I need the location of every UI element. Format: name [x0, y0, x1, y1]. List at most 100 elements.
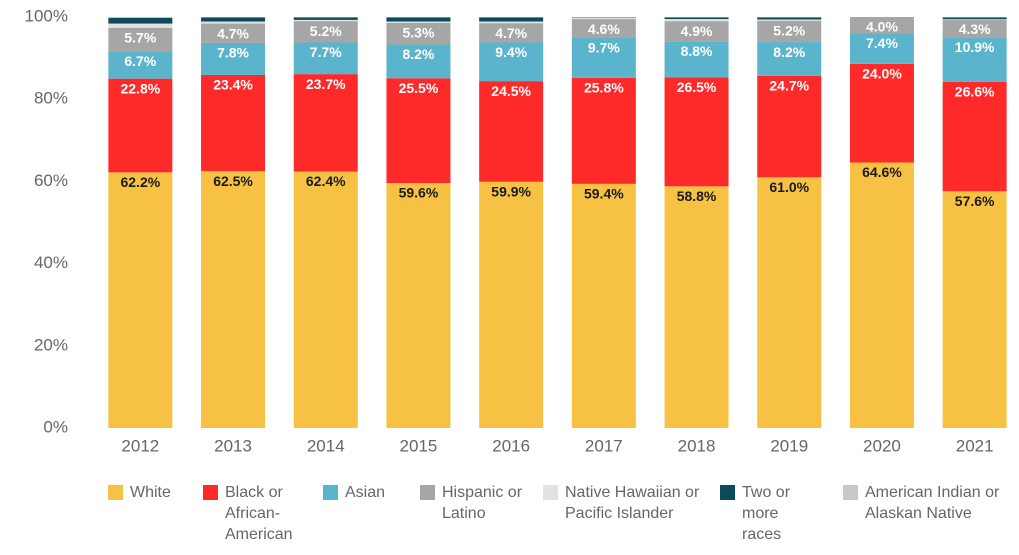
bar-segment [849, 17, 914, 34]
legend-item: Black or African-American [203, 482, 315, 545]
y-tick-label: 0% [43, 417, 68, 436]
legend-item: Two or more races [720, 482, 802, 545]
x-tick-label: 2016 [492, 436, 530, 455]
legend-label: Black or African-American [225, 484, 293, 543]
value-label: 4.7% [495, 25, 527, 41]
value-label: 8.8% [681, 43, 713, 59]
value-label: 23.4% [213, 77, 253, 93]
y-tick-label: 80% [34, 89, 68, 108]
bar-segment [757, 42, 822, 76]
y-tick-label: 100% [25, 6, 68, 25]
value-label: 9.4% [495, 44, 527, 60]
x-tick-label: 2013 [214, 436, 252, 455]
value-label: 62.2% [120, 174, 160, 190]
bar-segment [386, 21, 451, 23]
y-tick-label: 40% [34, 253, 68, 272]
bar-segment [108, 78, 173, 173]
value-label: 62.4% [306, 173, 346, 189]
x-tick-label: 2020 [863, 436, 901, 455]
legend-label: Two or more races [742, 484, 791, 543]
bar-segment [293, 42, 358, 75]
value-label: 59.9% [491, 184, 531, 200]
bar-segment [108, 172, 173, 428]
bar-segment [849, 33, 914, 64]
value-label: 25.5% [399, 80, 439, 96]
bar-segment [942, 37, 1007, 82]
value-label: 4.6% [588, 21, 620, 37]
bar-segment [201, 42, 266, 75]
bar-segment [293, 74, 358, 172]
value-label: 23.7% [306, 76, 346, 92]
bar-segment [386, 183, 451, 428]
value-label: 26.6% [955, 84, 995, 100]
value-label: 9.7% [588, 40, 620, 56]
bar-segment [479, 21, 544, 24]
value-label: 61.0% [769, 179, 809, 195]
value-label: 22.8% [120, 80, 160, 96]
value-label: 4.7% [217, 25, 249, 41]
legend-label: Asian [345, 484, 386, 501]
value-label: 4.3% [959, 21, 991, 37]
bar-segment [479, 181, 544, 428]
bar-segment [293, 21, 358, 43]
bar-segment [293, 19, 358, 22]
legend-label: Native Hawaiian or Pacific Islander [565, 484, 700, 522]
bar-segment [293, 17, 358, 20]
value-label: 64.6% [862, 164, 902, 180]
bar-segment [108, 23, 173, 28]
bar-segment [108, 51, 173, 79]
value-label: 5.7% [124, 29, 156, 45]
bar-segment [942, 19, 1007, 38]
value-label: 7.7% [310, 44, 342, 60]
value-label: 24.5% [491, 83, 531, 99]
x-tick-label: 2018 [678, 436, 716, 455]
bar-segment [108, 17, 173, 18]
bar-segment [757, 177, 822, 428]
bar-segment [942, 17, 1007, 20]
legend-swatch [720, 485, 735, 500]
bar-segment [571, 19, 636, 38]
bar-segment [386, 17, 451, 22]
value-label: 8.2% [402, 46, 434, 62]
x-tick-label: 2012 [121, 436, 159, 455]
y-tick-label: 20% [34, 335, 68, 354]
value-label: 7.8% [217, 45, 249, 61]
value-label: 5.3% [402, 24, 434, 40]
bar-segment [571, 17, 636, 20]
bar-segment [479, 17, 544, 22]
legend-swatch [843, 485, 858, 500]
x-tick-label: 2019 [770, 436, 808, 455]
bar-segment [664, 21, 729, 42]
value-label: 24.7% [769, 77, 809, 93]
legend-swatch [203, 485, 218, 500]
bar-segment [849, 162, 914, 428]
legend-label: White [130, 484, 171, 501]
legend-swatch [420, 485, 435, 500]
chart: 0% 20% 40% 60% 80% 100% 2012 2013 2014 2015 2016 20… [25, 6, 1007, 455]
value-label: 5.2% [310, 23, 342, 39]
legend-swatch [543, 485, 558, 500]
x-tick-label: 2017 [585, 436, 623, 455]
bar-segment [664, 17, 729, 20]
legend-swatch [108, 485, 123, 500]
value-label: 58.8% [677, 188, 717, 204]
bar-segment [664, 19, 729, 22]
bar-segment [757, 19, 822, 21]
bar-segment [757, 75, 822, 178]
value-label: 10.9% [955, 39, 995, 55]
bar-segment [479, 42, 544, 82]
bar-segment [386, 22, 451, 45]
bar-segment [942, 191, 1007, 428]
bar-segment [571, 37, 636, 78]
bar-segment [571, 77, 636, 184]
legend-label: American Indian or Alaskan Native [865, 484, 1000, 522]
value-label: 59.6% [399, 185, 439, 201]
bar-segment [664, 186, 729, 428]
legend-item: Hispanic or Latino [420, 482, 532, 524]
bar-segment [757, 17, 822, 20]
legend-item: Asian [323, 482, 405, 503]
value-label: 62.5% [213, 173, 253, 189]
bar-segment [757, 20, 822, 43]
value-label: 24.0% [862, 66, 902, 82]
